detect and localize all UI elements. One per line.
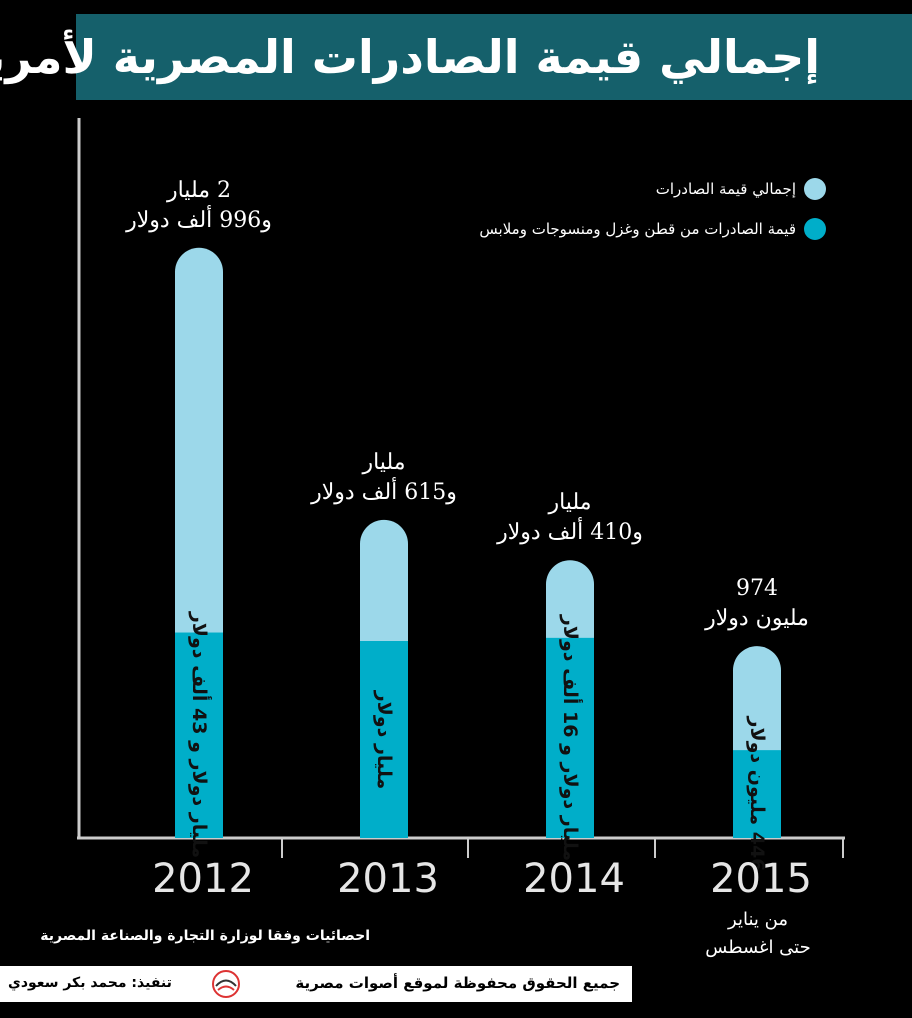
- inner-label-2013: مليار دولار: [373, 690, 395, 789]
- year-note-line: حتى اغسطس: [705, 937, 811, 958]
- legend-swatch-textiles: [804, 218, 826, 240]
- x-tick-label-2013: 2013: [337, 856, 439, 902]
- bar-textiles-2015: [733, 750, 781, 838]
- bar-textiles-2014: [546, 637, 594, 838]
- total-label-2014: مليار و410 ألف دولار: [497, 488, 643, 548]
- x-tick-label-2014: 2014: [523, 856, 625, 902]
- total-label-line: و996 ألف دولار: [126, 207, 272, 233]
- total-label-line: مليار: [362, 449, 406, 475]
- total-label-line: و410 ألف دولار: [497, 520, 643, 546]
- total-label-2015: 974 مليون دولار: [705, 574, 809, 634]
- total-label-line: و615 ألف دولار: [311, 479, 457, 505]
- bar-textiles-2012: [175, 632, 223, 838]
- total-label-2012: 2 مليار و996 ألف دولار: [126, 176, 272, 236]
- footer-rights: جميع الحقوق محفوظة لموقع أصوات مصرية: [295, 974, 620, 992]
- total-label-2013: مليار و615 ألف دولار: [311, 448, 457, 508]
- legend-item-total: إجمالي قيمة الصادرات: [656, 178, 826, 200]
- year-note-2015: من يناير حتى اغسطس: [705, 906, 810, 962]
- legend-swatch-total: [804, 178, 826, 200]
- page-title: إجمالي قيمة الصادرات المصرية لأمريكا: [0, 30, 820, 84]
- total-label-line: 2 مليار: [166, 177, 232, 203]
- x-tick-label-2012: 2012: [152, 856, 254, 902]
- year-note-line: من يناير: [728, 909, 788, 930]
- footer-credit: تنفيذ: محمد بكر سعودي: [8, 975, 172, 991]
- x-tick-label-2015: 2015: [710, 856, 812, 902]
- legend-item-textiles: قيمة الصادرات من قطن وغزل ومنسوجات وملاب…: [479, 218, 826, 240]
- inner-label-2015: 446 مليون دولار: [746, 716, 768, 872]
- legend-label-textiles: قيمة الصادرات من قطن وغزل ومنسوجات وملاب…: [479, 220, 796, 238]
- title-bar: إجمالي قيمة الصادرات المصرية لأمريكا: [0, 14, 912, 100]
- source-note: احصائيات وفقا لوزارة التجارة والصناعة ال…: [40, 928, 370, 944]
- footer-bar: جميع الحقوق محفوظة لموقع أصوات مصرية تنف…: [0, 966, 632, 1002]
- legend-label-total: إجمالي قيمة الصادرات: [655, 180, 796, 198]
- inner-label-2012: مليار دولار و 43 ألف دولار: [188, 612, 210, 859]
- inner-label-2014: مليار دولار و 16 ألف دولار: [559, 614, 581, 862]
- total-label-line: 974: [736, 576, 778, 602]
- total-label-line: مليار: [548, 490, 592, 516]
- logo-icon: [212, 970, 240, 998]
- total-label-line: مليون دولار: [705, 606, 809, 632]
- bar-textiles-2013: [360, 641, 408, 838]
